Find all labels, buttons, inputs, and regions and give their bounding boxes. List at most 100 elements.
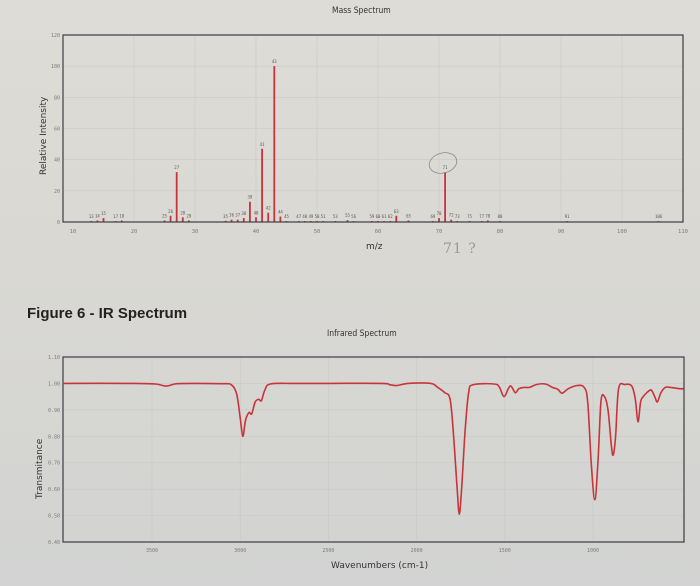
peak-label: 40 [254, 210, 259, 215]
peak-bar [261, 148, 263, 222]
y-tick-label: 0.80 [48, 434, 60, 440]
figure-caption: Figure 6 - IR Spectrum [27, 305, 188, 322]
peak-label: 80 [498, 214, 503, 219]
y-tick-label: 0.60 [48, 487, 60, 493]
ir-spectrum-chart: 0.40 0.50 0.60 0.70 0.80 0.90 1.00 1.10 3500 3000… [48, 355, 685, 554]
peak-bar [181, 217, 184, 222]
peak-bar [395, 215, 398, 222]
peak-label: 106 [655, 214, 663, 219]
peak-label: 41 [260, 142, 265, 147]
peak-label: 77 [479, 214, 484, 219]
mass-spectrum-frame [62, 34, 684, 223]
peak-label: 56 [351, 214, 356, 219]
peak-label: 14 [95, 213, 100, 218]
x-tick-label: 10 [70, 229, 77, 235]
peak-bar [450, 219, 453, 222]
mass-spectrum-bars [90, 66, 660, 223]
x-tick-label: 50 [314, 229, 321, 235]
mass-spectrum-axis-ticks: 0 20 40 60 80 100 120 10 20 30 40 50 60 70 80 90 100 110 [51, 33, 688, 235]
mass-spectrum-x-axis-label: m/z [366, 242, 383, 252]
y-tick-label: 100 [51, 64, 60, 70]
x-tick-label: 2000 [411, 548, 423, 554]
ir-spectrum-trace [63, 382, 685, 516]
y-tick-label: 0.70 [48, 461, 60, 467]
peak-label: 28 [180, 210, 185, 215]
y-tick-label: 80 [54, 95, 60, 101]
peak-bar [444, 172, 446, 222]
peak-label: 29 [186, 213, 191, 218]
peak-bar [438, 218, 440, 222]
x-tick-label: 3000 [234, 548, 246, 554]
peak-label: 78 [485, 213, 490, 218]
peak-bar [407, 220, 410, 222]
y-tick-label: 1.00 [48, 381, 60, 387]
peak-bar [279, 216, 282, 222]
peak-bar [230, 219, 233, 222]
x-tick-label: 2500 [322, 548, 334, 554]
peak-label: 53 [333, 214, 338, 219]
x-tick-label: 1000 [587, 548, 599, 554]
mass-spectrum-title: Mass Spectrum [332, 6, 391, 16]
ir-spectrum-x-axis-label: Wavenumbers (cm-1) [331, 561, 429, 571]
peak-bar [249, 201, 251, 222]
x-tick-label: 40 [253, 229, 260, 235]
peak-label: 45 [284, 214, 289, 219]
x-tick-label: 70 [436, 229, 443, 235]
peak-bar [96, 220, 99, 222]
peak-label: 18 [119, 213, 124, 218]
peak-label: 91 [565, 214, 570, 219]
ir-spectrum-title: Infrared Spectrum [327, 329, 397, 339]
peak-label: 15 [101, 211, 106, 216]
ir-spectrum-grid [63, 357, 684, 542]
peak-label: 48 [302, 214, 307, 219]
y-tick-label: 40 [54, 158, 60, 164]
peak-bar [163, 220, 166, 222]
peak-bar [236, 219, 239, 222]
peak-label: 60 [376, 214, 381, 219]
handwritten-circle-annotation [428, 152, 458, 174]
x-tick-label: 90 [558, 229, 565, 235]
peak-bar [169, 215, 172, 222]
peak-label: 49 [308, 214, 313, 219]
x-tick-label: 110 [678, 229, 688, 235]
x-tick-label: 80 [497, 229, 504, 235]
peak-label: 38 [241, 211, 246, 216]
y-tick-label: 0 [57, 220, 60, 226]
peak-label: 35 [223, 214, 228, 219]
peak-label: 62 [388, 214, 393, 219]
peak-label: 59 [369, 214, 374, 219]
y-tick-label: 0.50 [48, 514, 60, 520]
peak-bar [255, 217, 257, 222]
mass-spectrum-y-axis-label: Relative Intensity [39, 96, 49, 175]
peak-bar [486, 220, 489, 222]
peak-label: 69 [430, 214, 435, 219]
peak-label: 73 [455, 214, 460, 219]
peak-label: 65 [406, 213, 411, 218]
peak-bar [188, 220, 190, 222]
peak-label: 44 [278, 210, 283, 215]
peak-label: 43 [272, 59, 277, 64]
x-tick-label: 30 [192, 229, 199, 235]
y-tick-label: 1.10 [48, 355, 60, 361]
x-tick-label: 1500 [499, 548, 511, 554]
peak-label: 13 [89, 214, 94, 219]
peak-label: 47 [296, 214, 301, 219]
ir-spectrum-frame [62, 356, 685, 543]
peak-label: 17 [113, 214, 118, 219]
peak-label: 26 [168, 209, 173, 214]
peak-bar [267, 212, 270, 222]
mass-spectrum-grid [63, 35, 683, 222]
peak-label: 75 [467, 214, 472, 219]
x-tick-label: 100 [617, 229, 627, 235]
x-tick-label: 20 [131, 229, 138, 235]
handwritten-note: 71 ? [443, 241, 477, 257]
peak-label: 50 [315, 214, 320, 219]
peak-label: 36 [229, 213, 234, 218]
peak-label: 37 [235, 213, 240, 218]
peak-bar [224, 220, 227, 222]
peak-label: 55 [345, 213, 350, 218]
peak-bar [242, 218, 245, 222]
ir-spectrum-axis-ticks: 0.40 0.50 0.60 0.70 0.80 0.90 1.00 1.10 3500 3000… [48, 355, 599, 554]
